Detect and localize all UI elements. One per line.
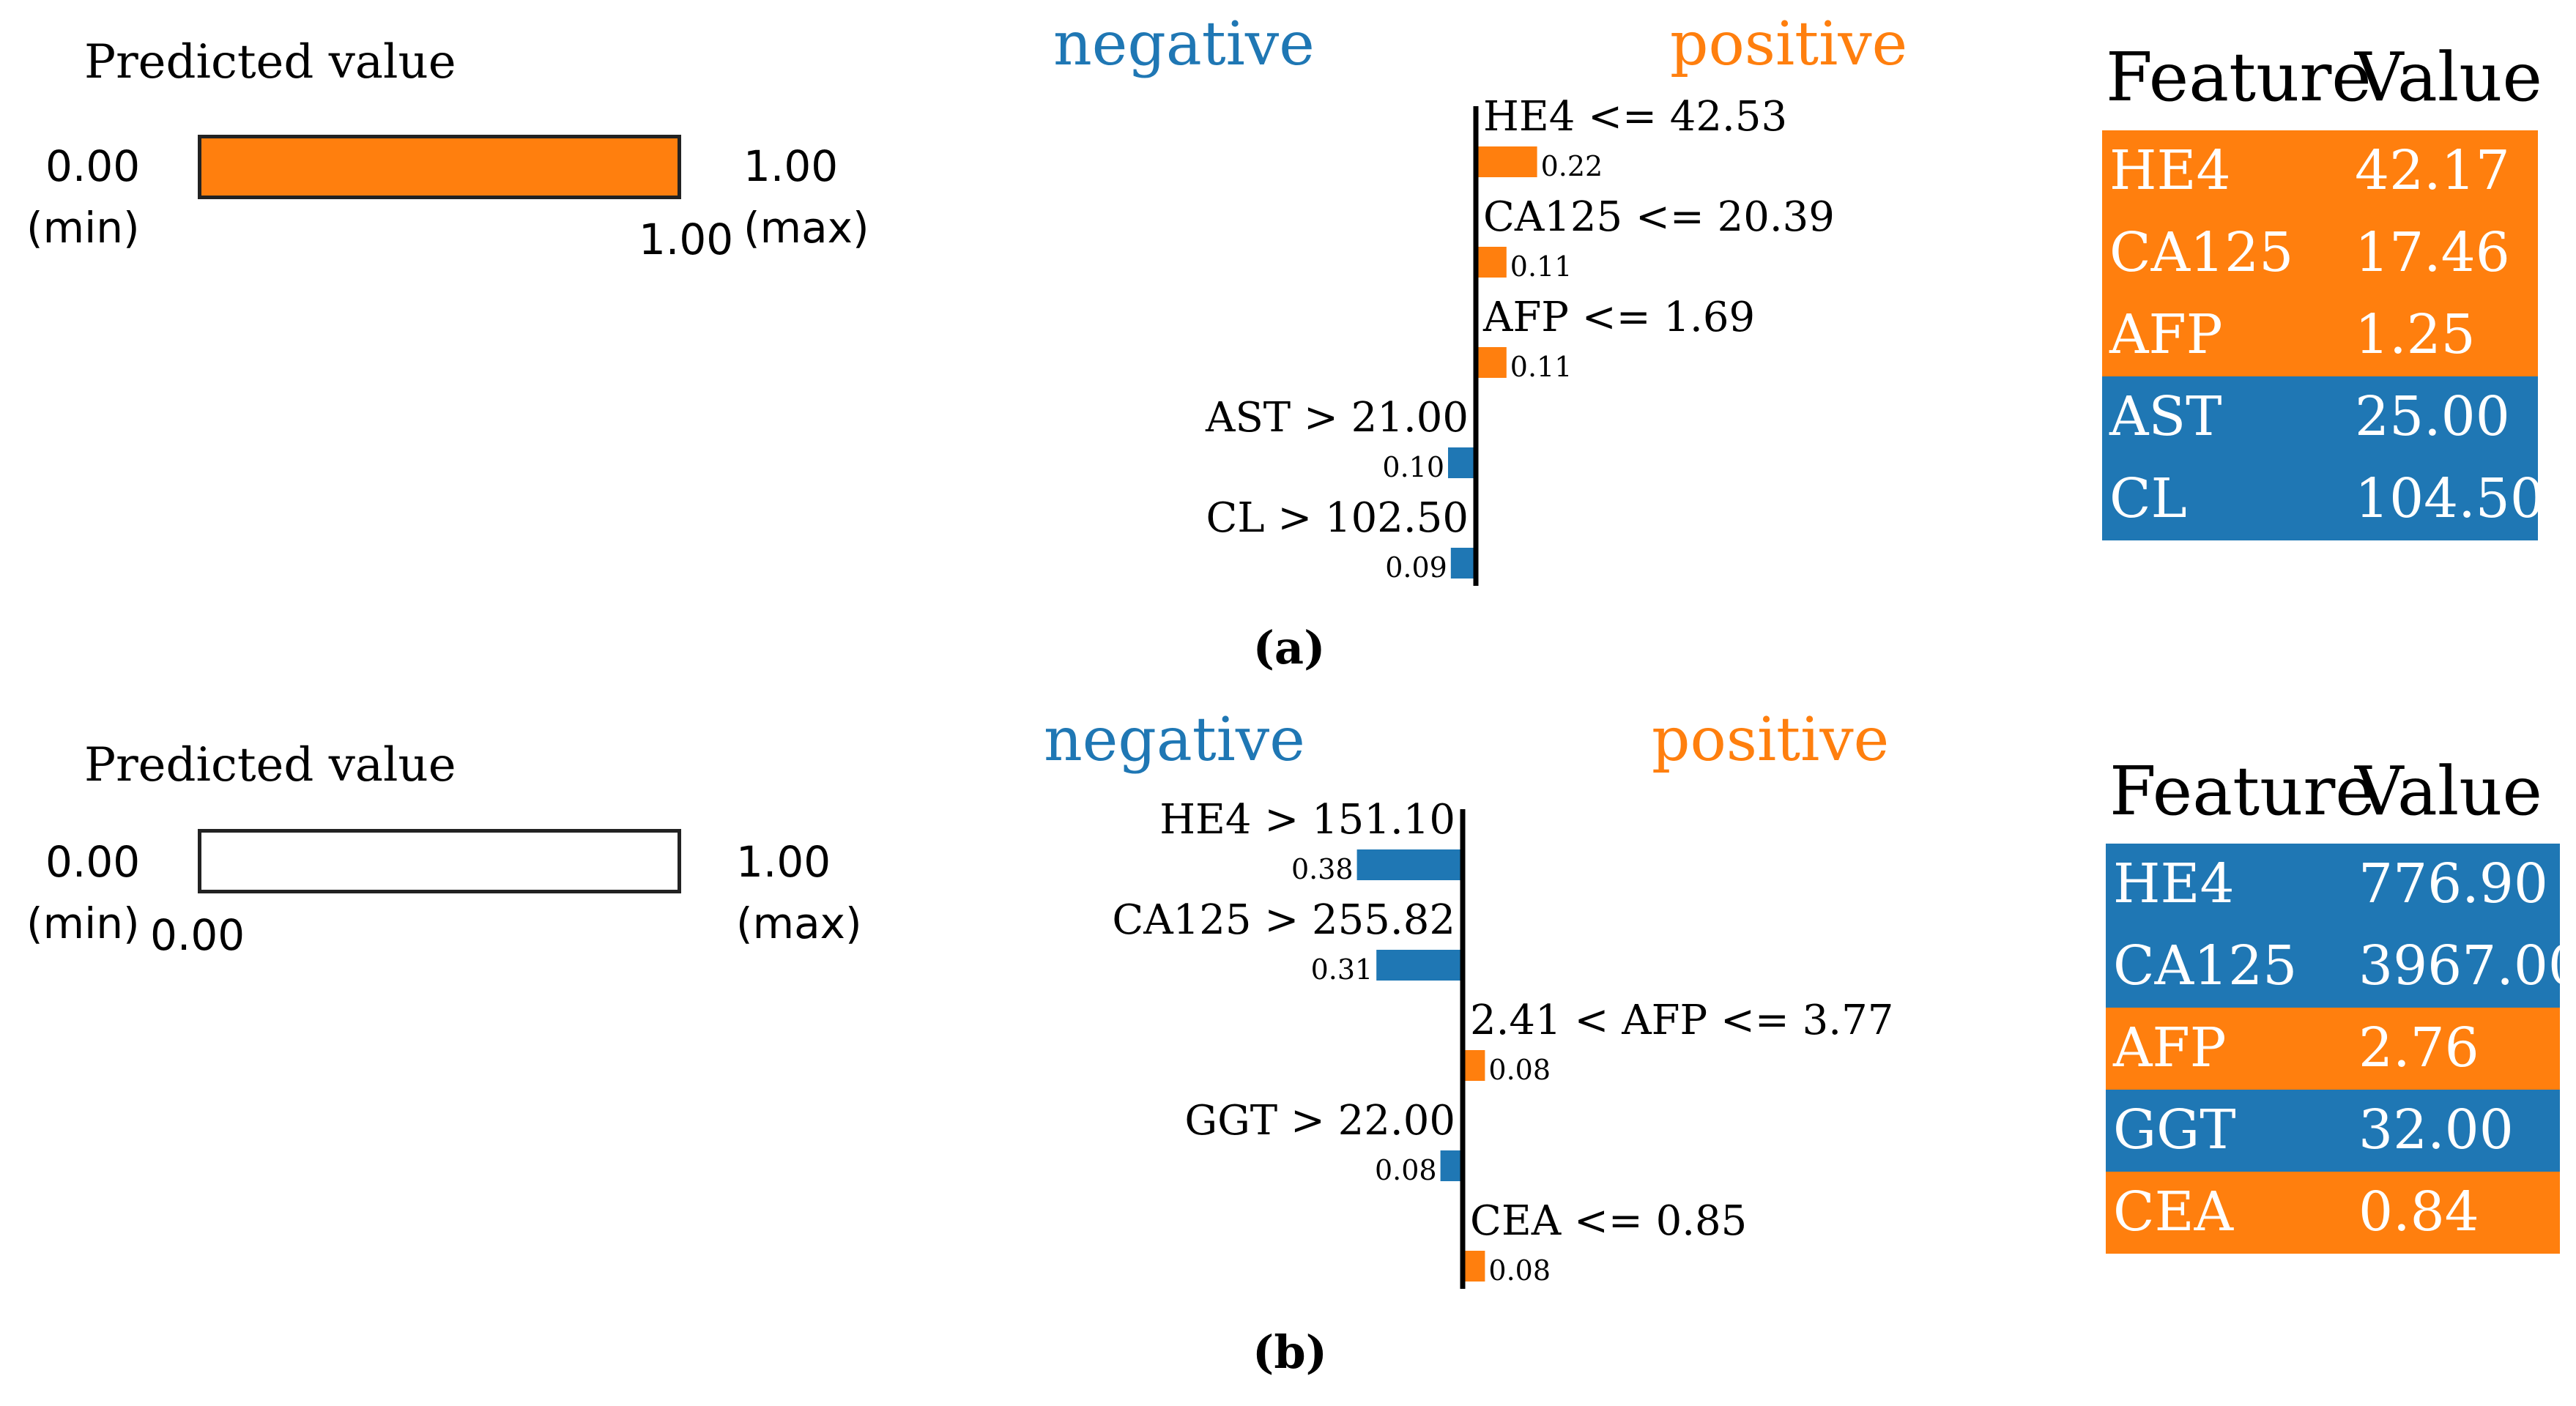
contribution-value-label: 0.38 xyxy=(1291,853,1354,885)
table-row: HE4 42.17 xyxy=(2102,130,2538,212)
contribution-bar xyxy=(1463,1251,1485,1282)
feature-name: CA125 xyxy=(2113,934,2298,997)
contribution-value-label: 0.08 xyxy=(1375,1154,1437,1186)
panel-b: Predicted value 0.00 (min) 1.00 (max) 0.… xyxy=(0,703,2576,1406)
panel-a: Predicted value 0.00 (min) 1.00 (max) 1.… xyxy=(26,10,2545,674)
feature-value: 17.46 xyxy=(2355,221,2510,284)
feature-name: AFP xyxy=(2109,303,2223,366)
contribution-bar xyxy=(1448,447,1476,478)
table-row: HE4 776.90 xyxy=(2106,844,2560,926)
condition-label: CA125 <= 20.39 xyxy=(1483,193,1835,241)
feature-value: 2.76 xyxy=(2358,1016,2479,1079)
feature-value: 3967.00 xyxy=(2358,934,2576,997)
contribution-bar xyxy=(1356,849,1463,880)
contribution-value-label: 0.08 xyxy=(1488,1054,1551,1086)
caption-text: (a) xyxy=(1252,621,1326,674)
contribution-bar xyxy=(1476,347,1507,378)
caption-text: (b) xyxy=(1252,1325,1328,1379)
pv-current-value: 1.00 xyxy=(639,215,734,264)
contribution-bar xyxy=(1476,146,1537,177)
pv-current-value: 0.00 xyxy=(150,910,245,960)
contribution-bar xyxy=(1450,548,1476,579)
feature-value: 104.50 xyxy=(2355,467,2545,530)
condition-label: AFP <= 1.69 xyxy=(1482,294,1755,341)
predicted-value-fill xyxy=(201,138,678,196)
panel-caption: (b) xyxy=(1252,1325,1328,1379)
feature-name: AST xyxy=(2109,385,2222,448)
contribution-value-label: 0.11 xyxy=(1510,250,1573,283)
pv-min-value: 0.00 xyxy=(45,141,141,191)
table-header-value: Value xyxy=(2355,752,2542,830)
feature-name: CL xyxy=(2109,467,2187,530)
condition-label: HE4 <= 42.53 xyxy=(1483,93,1787,141)
pv-min-label: (min) xyxy=(26,899,140,948)
contribution-value-label: 0.08 xyxy=(1488,1254,1551,1287)
contribution-chart: HE4 > 151.10 0.38 CA125 > 255.82 0.31 2.41 <… xyxy=(1112,796,1893,1289)
table-row: CA125 17.46 xyxy=(2102,212,2538,294)
condition-label: CL > 102.50 xyxy=(1206,494,1469,542)
contribution-bar xyxy=(1376,950,1463,981)
table-row: AFP 2.76 xyxy=(2106,1008,2560,1090)
contribution-value-label: 0.31 xyxy=(1311,953,1373,986)
condition-label: AST > 21.00 xyxy=(1205,394,1469,442)
feature-name: CA125 xyxy=(2109,221,2294,284)
table-header-value: Value xyxy=(2355,38,2542,116)
table-header-feature: Feature xyxy=(2109,752,2375,830)
feature-name: CEA xyxy=(2113,1180,2234,1243)
contribution-value-label: 0.11 xyxy=(1510,351,1573,383)
table-header-feature: Feature xyxy=(2106,38,2372,116)
feature-value-table: HE4 776.90 CA125 3967.00 AFP 2.76 GGT 32.00 … xyxy=(2106,844,2576,1254)
pv-min-label: (min) xyxy=(26,203,140,253)
contribution-bar xyxy=(1476,247,1507,278)
pv-max-value: 1.00 xyxy=(736,837,831,887)
contribution-chart: HE4 <= 42.53 0.22 CA125 <= 20.39 0.11 AFP <=… xyxy=(1205,93,1835,586)
condition-label: GGT > 22.00 xyxy=(1184,1097,1455,1145)
condition-label: 2.41 < AFP <= 3.77 xyxy=(1470,997,1893,1044)
positive-label: positive xyxy=(1670,10,1908,79)
feature-name: HE4 xyxy=(2113,852,2235,915)
contribution-value-label: 0.22 xyxy=(1541,150,1603,182)
predicted-value-title: Predicted value xyxy=(84,35,456,89)
condition-label: CA125 > 255.82 xyxy=(1112,896,1455,944)
table-row: GGT 32.00 xyxy=(2106,1090,2560,1172)
contribution-bar xyxy=(1440,1150,1463,1181)
feature-value-table: HE4 42.17 CA125 17.46 AFP 1.25 AST 25.00 CL 1… xyxy=(2102,130,2545,540)
feature-value: 776.90 xyxy=(2358,852,2548,915)
predicted-value-bar xyxy=(198,829,681,893)
pv-max-value: 1.00 xyxy=(743,141,839,191)
contribution-value-label: 0.10 xyxy=(1382,451,1444,483)
feature-name: AFP xyxy=(2113,1016,2227,1079)
feature-value: 0.84 xyxy=(2358,1180,2479,1243)
condition-label: CEA <= 0.85 xyxy=(1470,1197,1747,1245)
table-row: AST 25.00 xyxy=(2102,376,2538,458)
pv-max-label: (max) xyxy=(736,899,862,948)
feature-value: 25.00 xyxy=(2355,385,2510,448)
feature-name: GGT xyxy=(2113,1098,2236,1161)
contribution-bar xyxy=(1463,1050,1485,1081)
predicted-value-bar xyxy=(198,135,681,199)
panel-caption: (a) xyxy=(1252,621,1326,674)
negative-label: negative xyxy=(1044,705,1305,775)
predicted-value-title: Predicted value xyxy=(84,738,456,792)
table-row: CA125 3967.00 xyxy=(2106,926,2576,1008)
pv-max-label: (max) xyxy=(743,203,869,253)
table-row: AFP 1.25 xyxy=(2102,294,2538,376)
negative-label: negative xyxy=(1053,10,1315,79)
contribution-value-label: 0.09 xyxy=(1385,551,1447,584)
pv-min-value: 0.00 xyxy=(45,837,141,887)
feature-value: 1.25 xyxy=(2355,303,2476,366)
feature-value: 32.00 xyxy=(2358,1098,2514,1161)
feature-name: HE4 xyxy=(2109,139,2231,202)
table-row: CEA 0.84 xyxy=(2106,1172,2560,1254)
condition-label: HE4 > 151.10 xyxy=(1159,796,1455,844)
table-row: CL 104.50 xyxy=(2102,458,2545,540)
feature-value: 42.17 xyxy=(2355,139,2510,202)
positive-label: positive xyxy=(1652,705,1890,775)
